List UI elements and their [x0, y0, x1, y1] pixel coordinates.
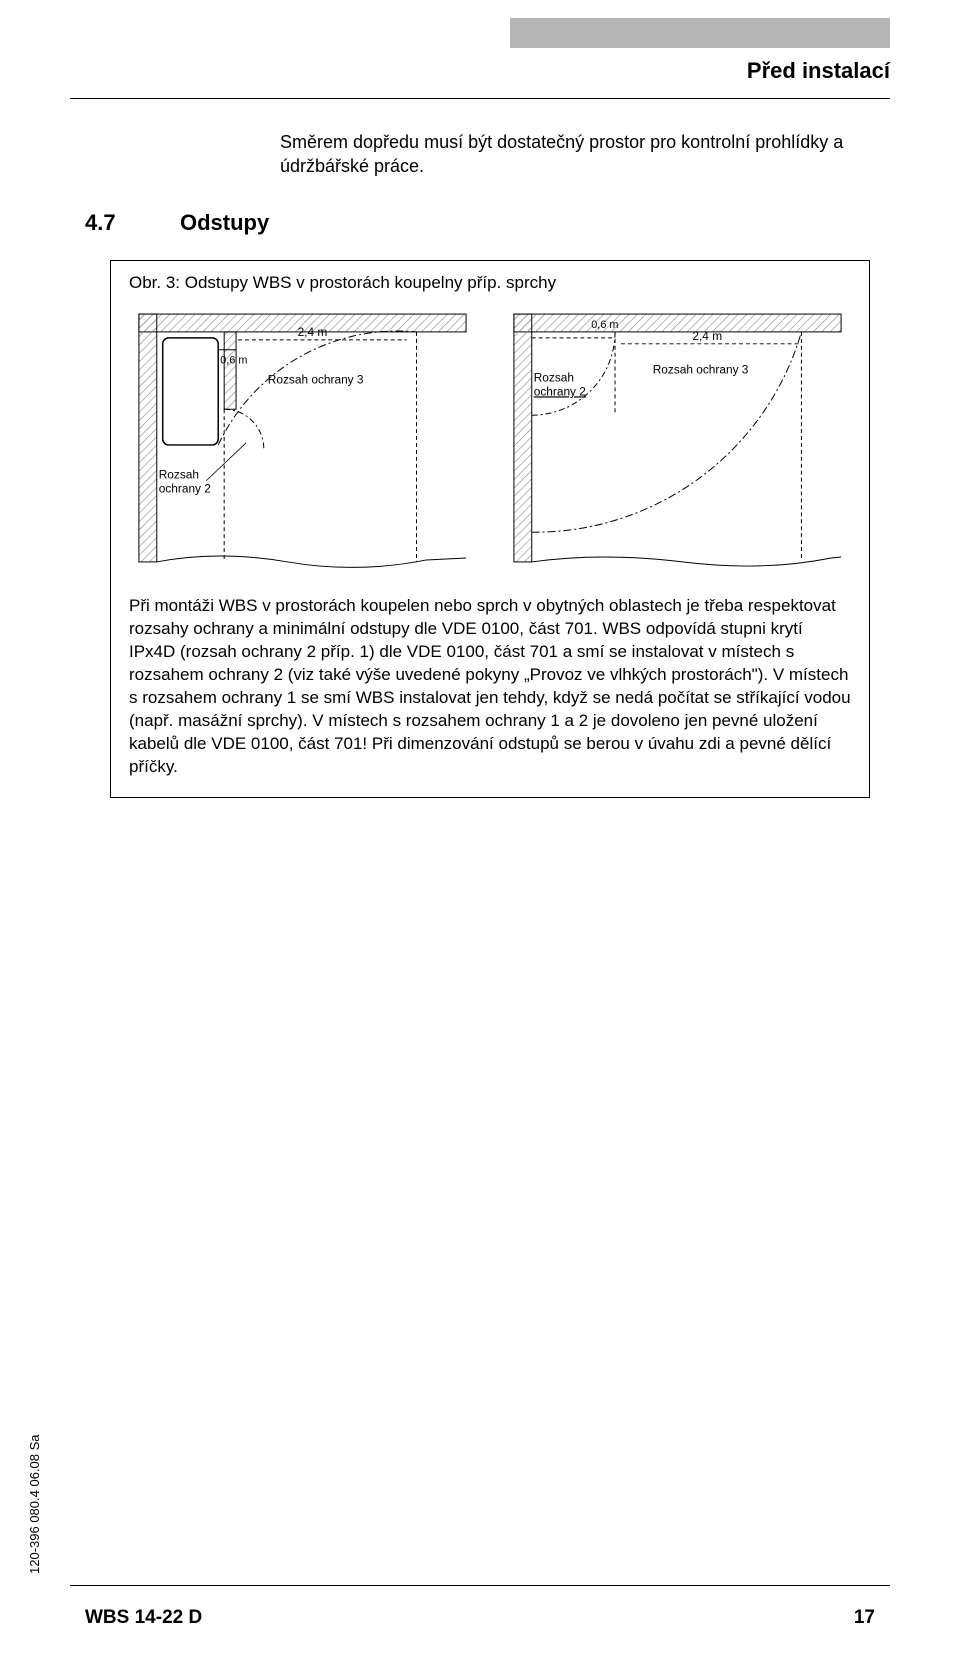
- diagram-bathtub: 0,6 m 2,4 m Rozsah ochrany 3 Rozsah ochr…: [129, 303, 476, 573]
- diagram-shower: 0,6 m 2,4 m Rozsah ochrany 2 Rozsah ochr…: [504, 303, 851, 573]
- footer-doc-code: WBS 14-22 D: [85, 1607, 202, 1629]
- footer-page-number: 17: [854, 1607, 875, 1629]
- zone3r-label: Rozsah ochrany 3: [653, 363, 749, 377]
- dim-top-label-r: 2,4 m: [692, 329, 722, 343]
- zone2-label-b: ochrany 2: [159, 482, 211, 496]
- zone3-label: Rozsah ochrany 3: [268, 372, 364, 386]
- section-title: Odstupy: [180, 210, 269, 236]
- rule-top: [70, 98, 890, 99]
- vertical-doc-code: 120-396 080.4 06.08 Sa: [27, 1434, 42, 1574]
- figure-caption: Obr. 3: Odstupy WBS v prostorách koupeln…: [129, 273, 851, 293]
- dim-top-label: 2,4 m: [298, 325, 328, 339]
- page-title: Před instalací: [747, 58, 890, 84]
- header-tab: [510, 18, 890, 48]
- diagram-row: 0,6 m 2,4 m Rozsah ochrany 3 Rozsah ochr…: [129, 303, 851, 573]
- figure-box: Obr. 3: Odstupy WBS v prostorách koupeln…: [110, 260, 870, 798]
- dim-side-label: 0,6 m: [220, 355, 247, 367]
- intro-text: Směrem dopředu musí být dostatečný prost…: [280, 130, 870, 179]
- figure-body-text: Při montáži WBS v prostorách koupelen ne…: [129, 595, 851, 779]
- zone2r-label-a: Rozsah: [534, 370, 574, 384]
- dim-side-label-r: 0,6 m: [591, 319, 618, 331]
- section-number: 4.7: [85, 210, 116, 236]
- rule-bottom: [70, 1585, 890, 1586]
- zone2-label-a: Rozsah: [159, 468, 199, 482]
- zone2r-label-b: ochrany 2: [534, 384, 586, 398]
